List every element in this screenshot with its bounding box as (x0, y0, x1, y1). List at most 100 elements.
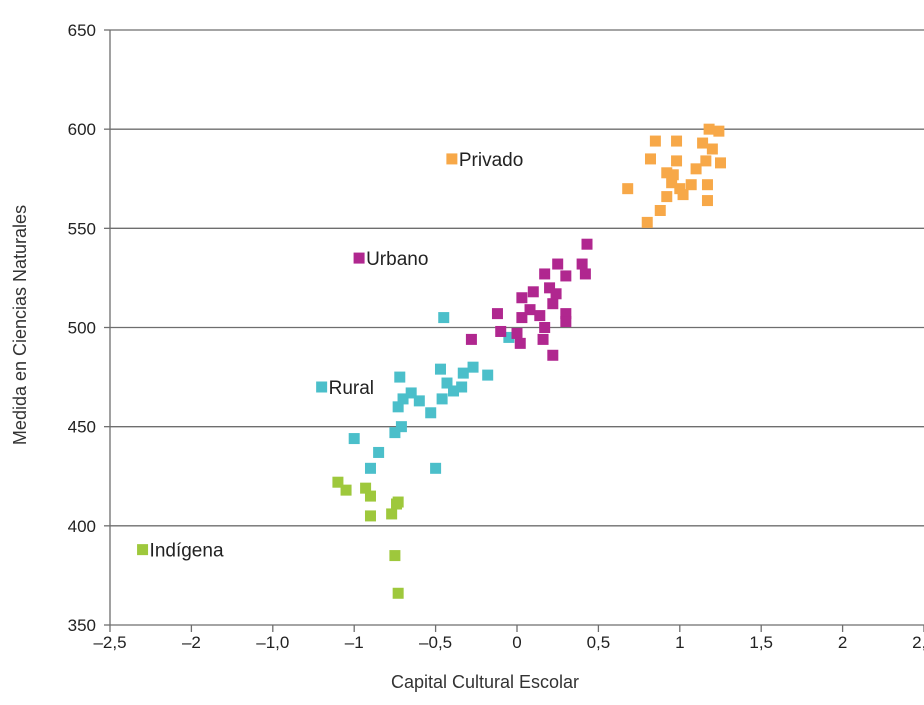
data-point-rural (448, 385, 460, 397)
data-point-urbano (552, 258, 564, 270)
series-privado (622, 123, 726, 228)
data-point-urbano (491, 308, 503, 320)
data-point-privado (654, 204, 666, 216)
y-tick-label: 400 (68, 517, 96, 536)
data-point-urbano (579, 268, 591, 280)
data-point-privado (715, 157, 726, 169)
data-point-urbano (560, 270, 572, 282)
data-point-urbano (465, 333, 477, 345)
series-label-indigena: Indígena (150, 541, 224, 562)
data-point-privado (644, 153, 656, 165)
x-tick-labels: –2,5 –2 –1,0 –1 –0,5 0 0,5 1 1,5 2 2,5 (93, 633, 924, 652)
data-point-urbano (516, 292, 528, 304)
series-label-urbano: Urbano (366, 249, 428, 270)
data-point-rural (457, 367, 469, 379)
data-point-rural (348, 433, 360, 445)
y-tick-label: 350 (68, 616, 96, 635)
data-point-rural (413, 395, 425, 407)
y-axis-title: Medida en Ciencias Naturales (10, 205, 30, 445)
data-point-privado (701, 195, 713, 207)
series-label-marker-urbano (353, 252, 365, 264)
x-tick-label: –0,5 (419, 633, 452, 652)
y-tick-label: 500 (68, 319, 96, 338)
x-tick-label: –2 (182, 633, 201, 652)
x-tick-label: 2,5 (912, 633, 924, 652)
data-point-rural (503, 331, 515, 343)
x-tick-label: 1 (675, 633, 684, 652)
series-rural (348, 312, 515, 474)
data-point-urbano (534, 310, 546, 322)
data-point-urbano (495, 325, 507, 337)
x-tick-label: –1 (345, 633, 364, 652)
data-point-privado (649, 135, 661, 147)
x-tick-label: 1,5 (749, 633, 773, 652)
x-tick-label: 0 (512, 633, 521, 652)
data-point-urbano (527, 286, 539, 298)
data-point-privado (697, 137, 709, 149)
data-point-rural (392, 401, 404, 413)
data-point-indigena (392, 496, 404, 508)
series-label-rural: Rural (329, 378, 374, 399)
data-point-urbano (539, 322, 551, 333)
data-point-privado (666, 177, 678, 189)
data-point-rural (425, 407, 437, 419)
data-point-urbano (511, 327, 523, 339)
data-point-rural (456, 381, 468, 393)
data-point-indigena (332, 476, 344, 488)
y-tick-label: 600 (68, 120, 96, 139)
data-point-indigena (386, 508, 398, 520)
x-tick-label: –2,5 (93, 633, 126, 652)
data-point-privado (690, 163, 702, 175)
x-tick-label: 0,5 (587, 633, 611, 652)
data-point-indigena (392, 587, 404, 599)
data-point-urbano (547, 349, 559, 361)
data-points (332, 123, 726, 599)
series-label-marker-privado (446, 153, 458, 165)
series-label-privado: Privado (459, 150, 523, 171)
data-point-privado (661, 167, 673, 179)
data-point-rural (430, 462, 442, 474)
y-tick-label: 450 (68, 418, 96, 437)
data-point-urbano (516, 312, 528, 324)
data-point-rural (438, 312, 450, 324)
data-point-rural (395, 421, 407, 433)
data-point-privado (671, 155, 683, 167)
data-point-indigena (340, 484, 352, 496)
data-point-rural (482, 369, 494, 381)
x-tick-label: 2 (838, 633, 847, 652)
y-tick-labels: 350 400 450 500 550 600 650 (68, 21, 96, 635)
data-point-urbano (544, 282, 556, 294)
data-point-rural (405, 387, 417, 399)
data-point-privado (622, 183, 634, 195)
data-point-indigena (364, 510, 376, 522)
data-point-rural (434, 363, 446, 375)
series-label-marker-rural (316, 381, 328, 393)
data-point-privado (661, 191, 673, 203)
axes (104, 29, 924, 632)
data-point-urbano (514, 337, 526, 349)
data-point-rural (467, 361, 479, 373)
data-point-privado (700, 155, 712, 167)
data-point-rural (441, 377, 453, 389)
series-labels: Indígena Rural Urbano Privado (137, 150, 523, 562)
data-point-privado (667, 169, 679, 181)
data-point-rural (394, 371, 406, 383)
data-point-rural (364, 462, 376, 474)
data-point-urbano (581, 238, 593, 250)
data-point-urbano (539, 268, 551, 280)
data-point-privado (713, 125, 725, 137)
data-point-rural (397, 393, 409, 405)
data-point-privado (701, 179, 713, 191)
data-point-urbano (550, 288, 562, 300)
series-indigena (332, 476, 404, 599)
data-point-urbano (560, 316, 572, 328)
data-point-privado (703, 123, 715, 135)
data-point-privado (677, 189, 689, 201)
y-tick-label: 550 (68, 219, 96, 238)
data-point-urbano (547, 298, 559, 310)
data-point-rural (373, 446, 385, 458)
data-point-rural (436, 393, 448, 405)
data-point-indigena (389, 550, 401, 562)
